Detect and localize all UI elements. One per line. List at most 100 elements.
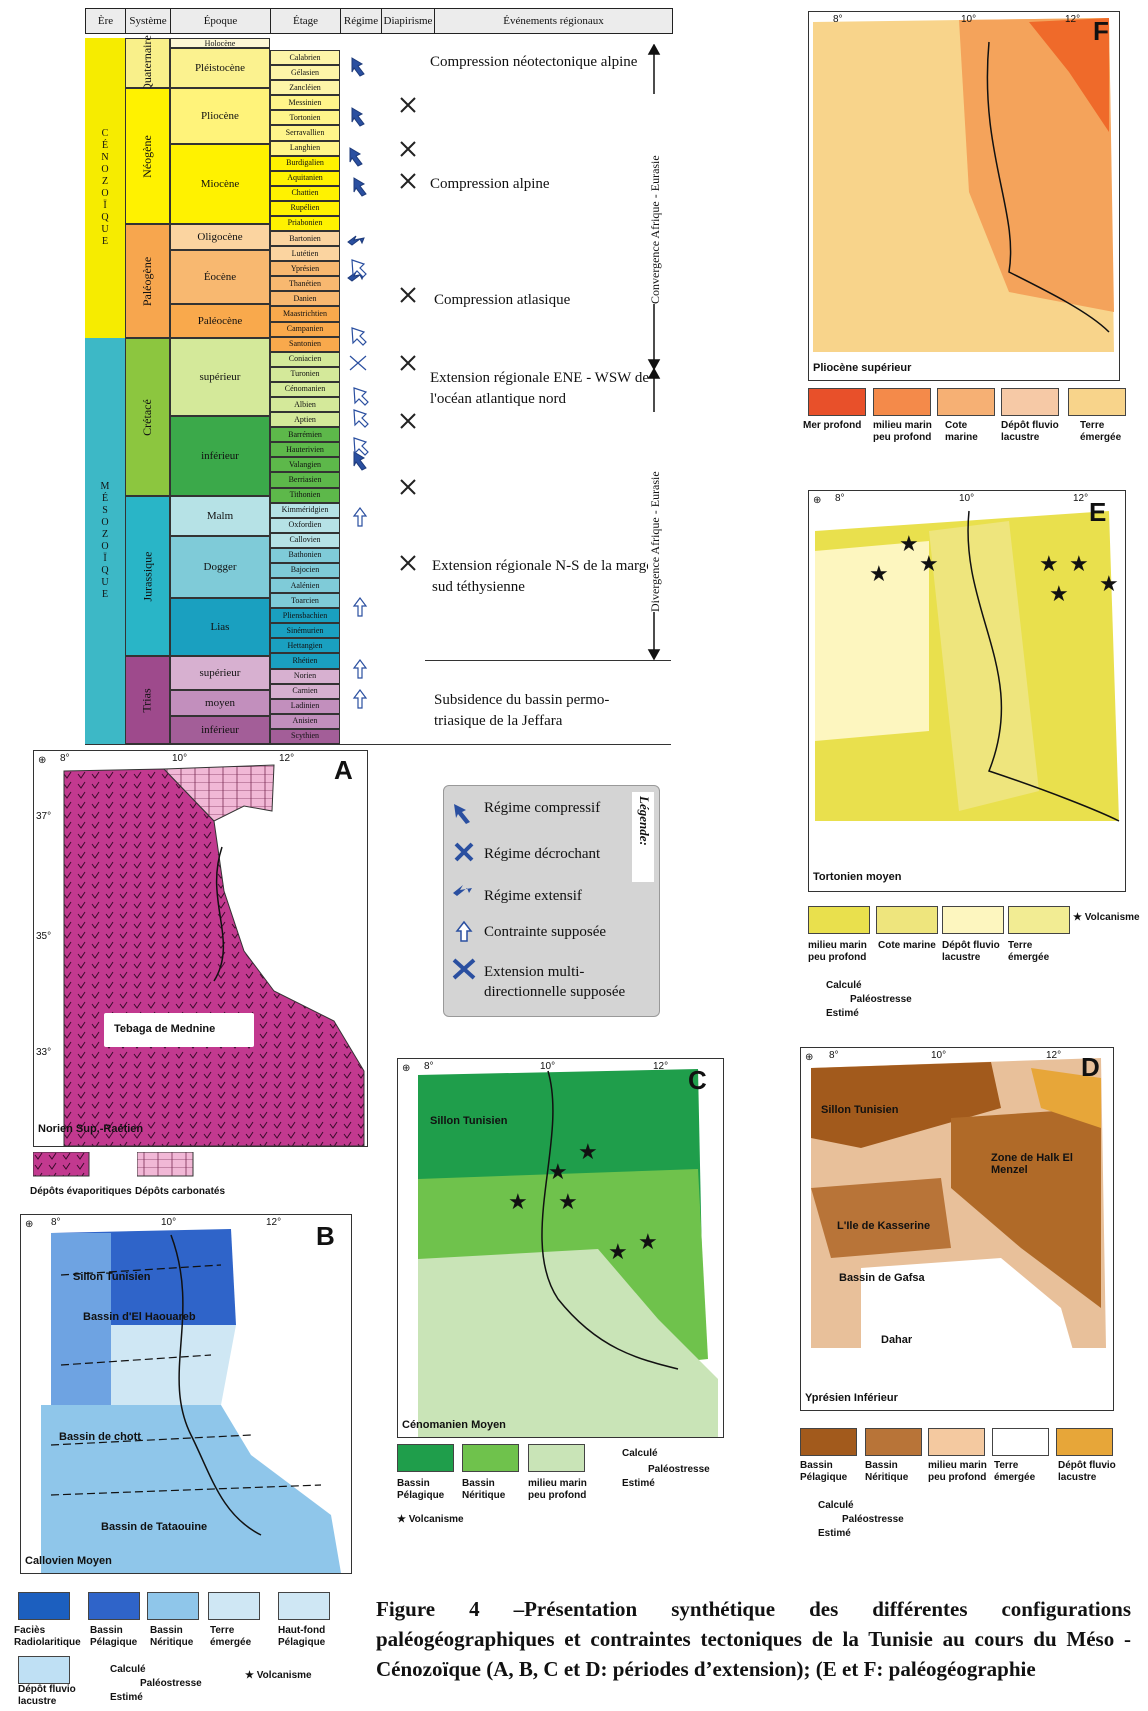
strike-slip-icon xyxy=(454,842,474,862)
stage-cell: Bartonien xyxy=(270,231,340,247)
legend-strike-slip: Régime décrochant xyxy=(484,846,601,862)
diapirism-column xyxy=(400,97,416,571)
tectonic-regime-legend: Régime compressif Régime décrochant Régi… xyxy=(443,785,660,1017)
stage-cell: Barrémien xyxy=(270,427,340,443)
era-cenozoic: CÉNOZOÏQUE xyxy=(85,38,125,338)
system-trias: Trias xyxy=(125,656,170,744)
map-a: ⊕ 8° 10° 12° 37° 35° 33° A Tebaga de Med… xyxy=(33,750,368,1147)
map-letter: A xyxy=(334,755,353,785)
header-era: Ère xyxy=(85,8,126,34)
stage-cell: Valangien xyxy=(270,457,340,473)
stage-cell: Lutétien xyxy=(270,246,340,262)
stage-cell: Albien xyxy=(270,397,340,413)
svg-text:★: ★ xyxy=(869,561,889,586)
map-d: ⊕ 8° 10° 12° D Sillon Tunisien Zone de H… xyxy=(800,1047,1114,1411)
multi-directional-icon xyxy=(349,355,367,371)
supposed-arrow xyxy=(351,327,367,346)
header-events: Événements régionaux xyxy=(434,8,673,34)
compressive-arrow xyxy=(353,177,367,197)
stage-cell: Carnien xyxy=(270,683,340,699)
stage-cell: Rupélien xyxy=(270,200,340,216)
svg-text:★: ★ xyxy=(558,1189,578,1214)
header-regime: Régime xyxy=(340,8,382,34)
epoch-miocene: Miocène xyxy=(170,144,270,224)
svg-text:★: ★ xyxy=(508,1189,528,1214)
event-jeffara: Subsidence du bassin permo-triasique de … xyxy=(434,692,610,729)
strike-slip-arrow xyxy=(353,451,367,471)
event-ns-extension: Extension régionale N-S de la marge sud … xyxy=(432,558,653,595)
stage-cell: Thanétien xyxy=(270,276,340,292)
system-jurassic: Jurassique xyxy=(125,496,170,656)
epoch-cretaceous-lower: inférieur xyxy=(170,416,270,496)
event-ene-extension: Extension régionale ENE - WSW de l'océan… xyxy=(430,370,649,407)
header-system: Système xyxy=(125,8,171,34)
stage-cell: Bajocien xyxy=(270,562,340,579)
stage-cell: Tithonien xyxy=(270,487,340,503)
map-b: ⊕ 8° 10° 12° B Sillon Tunisien Bassin d'… xyxy=(20,1214,352,1574)
stage-cell: Scythien xyxy=(270,728,340,744)
stage-cell: Zancléien xyxy=(270,80,340,96)
stage-cell: Chattien xyxy=(270,185,340,201)
stage-cell: Anisien xyxy=(270,713,340,729)
header-stage: Étage xyxy=(270,8,341,34)
epoch-dogger: Dogger xyxy=(170,536,270,598)
epoch-trias-lower: inférieur xyxy=(170,716,270,744)
stage-cell: Priabonien xyxy=(270,215,340,232)
epoch-pleistocene: Pléistocène xyxy=(170,48,270,88)
supposed-arrow xyxy=(352,597,368,617)
extensive-icon xyxy=(453,885,472,896)
compressive-arrow xyxy=(351,57,365,77)
epoch-malm: Malm xyxy=(170,496,270,536)
event-alpine: Compression alpine xyxy=(430,176,550,192)
svg-text:★: ★ xyxy=(1099,571,1119,596)
regime-column xyxy=(347,57,369,709)
epoch-pliocene: Pliocène xyxy=(170,88,270,144)
svg-text:★: ★ xyxy=(548,1159,568,1184)
supposed-arrow xyxy=(351,259,367,278)
stratigraphic-chart: Ère Système Époque Étage Régime Diapiris… xyxy=(85,4,725,745)
system-cretaceous: Crétacé xyxy=(125,338,170,496)
multi-extension-icon xyxy=(452,958,476,980)
stage-cell: Aquitanien xyxy=(270,170,340,186)
svg-text:★: ★ xyxy=(899,531,919,556)
stage-cell: Callovien xyxy=(270,532,340,548)
stage-cell: Kimméridgien xyxy=(270,502,340,518)
legend-compressive: Régime compressif xyxy=(484,800,601,816)
epoch-trias-middle: moyen xyxy=(170,690,270,716)
epoch-oligocene: Oligocène xyxy=(170,224,270,250)
svg-text:★: ★ xyxy=(638,1229,658,1254)
stage-cell: Messinien xyxy=(270,95,340,111)
epoch-holocene: Holocène xyxy=(170,38,270,48)
map-f: 8° 10° 12° F Pliocène supérieur xyxy=(808,11,1120,381)
map-e: ★ ★ ★ ★ ★ ★ ★ ⊕ 8° 10° 12° E Tortonien moyen xyxy=(808,490,1126,892)
stage-cell: Danien xyxy=(270,291,340,307)
map-c: ★ ★ ★ ★ ★ ★ ⊕ 8° 10° 12° C Sillon Tunisien … xyxy=(397,1058,724,1438)
legend-extensive: Régime extensif xyxy=(484,888,582,904)
system-quaternary: Quaternaire xyxy=(125,35,170,91)
stage-cell: Hauterivien xyxy=(270,442,340,458)
header-epoch: Époque xyxy=(170,8,271,34)
stage-cell: Rhétien xyxy=(270,653,340,669)
supposed-arrow xyxy=(352,689,368,709)
header-diapirism: Diapirisme xyxy=(381,8,435,34)
stage-cell: Coniacien xyxy=(270,351,340,367)
extensive-arrow xyxy=(347,235,365,246)
compressive-icon xyxy=(454,804,470,824)
supposed-stress-icon xyxy=(455,920,473,942)
epoch-paleocene: Paléocène xyxy=(170,304,270,338)
svg-text:★: ★ xyxy=(1069,551,1089,576)
stage-cell: Serravallien xyxy=(270,125,340,141)
supposed-arrow xyxy=(353,387,369,406)
compressive-arrow xyxy=(351,107,365,127)
era-mesozoic: MÉSOZOÏQUE xyxy=(85,338,125,744)
stage-cell: Sinémurien xyxy=(270,623,340,639)
stage-cell: Toarcien xyxy=(270,593,340,609)
epoch-cretaceous-upper: supérieur xyxy=(170,338,270,416)
svg-text:★: ★ xyxy=(919,551,939,576)
place-tebaga: Tebaga de Mednine xyxy=(114,1023,216,1035)
stage-cell: Tortonien xyxy=(270,110,340,126)
figure-caption: Figure 4 –Présentation synthétique des d… xyxy=(376,1597,1131,1681)
stage-cell: Burdigalien xyxy=(270,155,340,171)
supposed-arrow xyxy=(353,409,369,428)
stage-cell: Yprésien xyxy=(270,261,340,277)
